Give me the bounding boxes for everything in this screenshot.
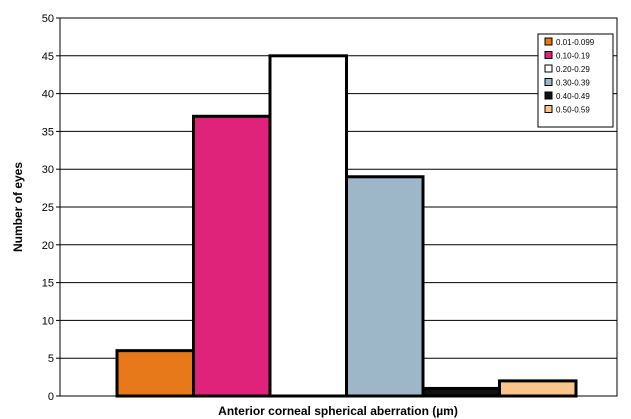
bars [115,54,578,398]
legend-label: 0.10-0.19 [556,52,590,61]
legend-label: 0.50-0.59 [556,106,590,115]
legend-label: 0.30-0.39 [556,79,590,88]
y-tick-labels: 0 5 10 15 20 25 30 35 40 45 50 [42,13,54,403]
y-tick-label: 20 [42,240,54,252]
legend-swatch [544,105,553,113]
bar-0.10-0.19 [192,114,272,398]
bar-0.01-0.099 [115,349,195,398]
legend-swatch [544,37,553,46]
y-tick-label: 15 [42,278,54,290]
bar-0.30-0.39 [345,175,425,398]
bar-0.40-0.49 [421,386,501,398]
y-tick-label: 10 [42,315,54,327]
legend-label: 0.01-0.099 [556,38,595,47]
y-axis-title: Number of eyes [11,162,25,252]
bar-0.50-0.59 [498,379,578,398]
legend-swatch [544,51,553,59]
y-tick-label: 40 [42,89,54,101]
y-tick-label: 5 [48,353,54,365]
legend-label: 0.20-0.29 [556,65,590,74]
legend-swatch [544,78,553,86]
y-tick-label: 25 [42,202,54,214]
y-tick-label: 50 [42,13,54,25]
y-tick-label: 45 [42,51,54,63]
y-tick-label: 0 [48,391,54,403]
x-axis-title: Anterior corneal spherical aberration (µ… [218,404,458,418]
legend-swatch [544,91,553,100]
legend: 0.01-0.099 0.10-0.19 0.20-0.29 0.30-0.39 0.4… [537,33,614,128]
bar-0.20-0.29 [268,54,348,398]
y-tick-label: 30 [42,164,54,176]
y-tick-label: 35 [42,126,54,138]
legend-label: 0.40-0.49 [556,92,590,101]
legend-swatch [544,64,553,73]
